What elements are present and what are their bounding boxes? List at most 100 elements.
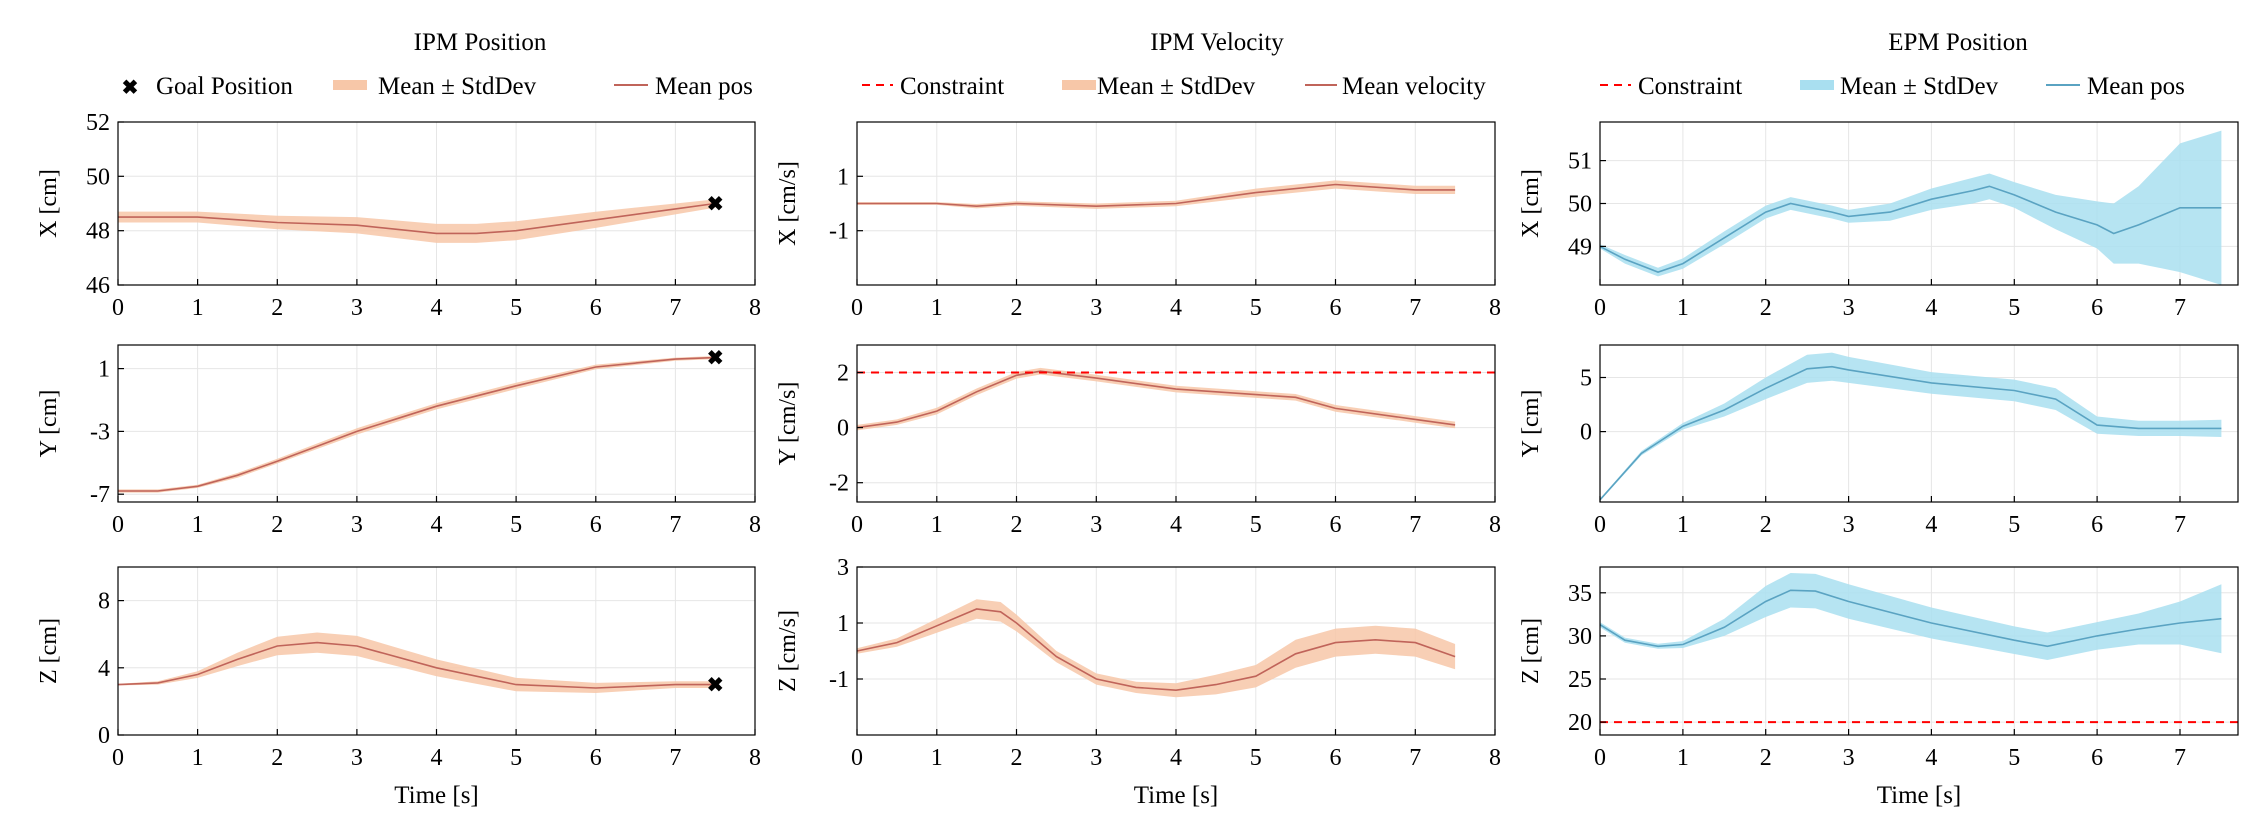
x-tick-label: 8 xyxy=(1489,295,1501,321)
x-tick-label: 2 xyxy=(1760,745,1772,771)
x-tick-label: 5 xyxy=(1250,745,1262,771)
y-tick-label: 5 xyxy=(1580,366,1592,392)
x-tick-label: 3 xyxy=(351,512,363,538)
x-tick-label: 1 xyxy=(1677,512,1689,538)
x-tick-label: 6 xyxy=(590,512,602,538)
y-tick-label: 1 xyxy=(98,357,110,383)
std-band xyxy=(857,599,1456,698)
y-tick-label: 3 xyxy=(837,555,849,581)
x-tick-label: 0 xyxy=(851,745,863,771)
y-tick-label: -2 xyxy=(829,471,849,497)
subplot-ipm-velocity-z: 0 1 2 3 4 5 6 7 8 -1 1 3 Z [cm/s] Time [s] xyxy=(775,555,1501,809)
goal-marker: ✖ xyxy=(707,675,724,697)
x-tick-label: 6 xyxy=(1330,745,1342,771)
x-tick-label: 2 xyxy=(1760,295,1772,321)
x-tick-label: 6 xyxy=(590,295,602,321)
x-tick-label: 2 xyxy=(271,745,283,771)
x-tick-label: 2 xyxy=(1011,295,1023,321)
x-tick-label: 8 xyxy=(749,295,761,321)
x-tick-label: 1 xyxy=(192,295,204,321)
y-tick-label: 49 xyxy=(1568,234,1592,260)
title-epm-position: EPM Position xyxy=(1888,29,2028,56)
y-axis-label: Y [cm] xyxy=(1518,390,1544,458)
std-band xyxy=(1600,130,2222,285)
x-tick-label: 3 xyxy=(1843,745,1855,771)
y-axis-label: Z [cm] xyxy=(1518,618,1544,684)
y-tick-label: 30 xyxy=(1568,624,1592,650)
x-tick-label: 5 xyxy=(2008,295,2020,321)
mean-line xyxy=(118,202,716,235)
x-tick-label: 3 xyxy=(1090,295,1102,321)
x-tick-label: 1 xyxy=(192,745,204,771)
x-tick-label: 1 xyxy=(1677,745,1689,771)
subplot-ipm-position-z: ✖ 0 1 2 3 4 5 6 7 8 0 4 8 Z [cm] Time [s] xyxy=(36,566,761,809)
x-tick-label: 4 xyxy=(431,512,443,538)
mean-line xyxy=(1599,185,2222,273)
title-ipm-velocity: IPM Velocity xyxy=(1150,29,1284,56)
subplot-epm-position-x: 012345678495051X [cm] xyxy=(1518,121,2239,321)
subplot-epm-position-y: 0 1 2 3 4 5 6 7 0 5 Y [cm] xyxy=(1518,344,2239,538)
mean-line xyxy=(856,608,1456,692)
y-tick-label: 0 xyxy=(1580,420,1592,446)
x-tick-label: 0 xyxy=(851,512,863,538)
x-tick-label: 5 xyxy=(2008,512,2020,538)
x-tick-label: 4 xyxy=(431,745,443,771)
y-tick-label: 25 xyxy=(1568,667,1592,693)
x-tick-label: 1 xyxy=(931,745,943,771)
y-tick-label: 50 xyxy=(86,164,110,190)
y-tick-label: 1 xyxy=(837,164,849,190)
y-tick-label: 2 xyxy=(837,361,849,387)
x-tick-label: 8 xyxy=(749,512,761,538)
x-tick-label: 7 xyxy=(2174,512,2186,538)
x-tick-label: 4 xyxy=(1925,512,1937,538)
y-tick-label: 1 xyxy=(837,611,849,637)
x-tick-label: 2 xyxy=(271,512,283,538)
mean-line xyxy=(117,641,716,689)
y-tick-label: -1 xyxy=(829,219,849,245)
y-tick-label: 46 xyxy=(86,273,110,299)
x-tick-label: 7 xyxy=(1409,745,1421,771)
band-swatch-icon xyxy=(1062,80,1096,90)
legend-label: Goal Position xyxy=(156,73,293,100)
x-tick-label: 0 xyxy=(851,295,863,321)
x-tick-label: 2 xyxy=(1760,512,1772,538)
x-tick-label: 1 xyxy=(931,295,943,321)
x-tick-label: 0 xyxy=(112,512,124,538)
x-tick-label: 1 xyxy=(192,512,204,538)
x-tick-label: 5 xyxy=(510,745,522,771)
x-tick-label: 0 xyxy=(112,745,124,771)
x-tick-label: 8 xyxy=(1489,512,1501,538)
x-tick-label: 5 xyxy=(510,295,522,321)
legend-label: Constraint xyxy=(900,73,1004,100)
x-tick-label: 6 xyxy=(590,745,602,771)
x-tick-label: 4 xyxy=(1170,745,1182,771)
std-band xyxy=(1600,352,2222,501)
x-tick-label: 6 xyxy=(1330,512,1342,538)
y-tick-label: 20 xyxy=(1568,710,1592,736)
y-axis-label: Y [cm/s] xyxy=(775,382,801,466)
y-axis-label: Y [cm] xyxy=(36,390,62,458)
x-tick-label: 8 xyxy=(1489,745,1501,771)
column-titles: IPM Position IPM Velocity EPM Position xyxy=(414,29,2029,56)
x-tick-label: 0 xyxy=(1594,745,1606,771)
x-tick-label: 7 xyxy=(1409,295,1421,321)
std-band xyxy=(1600,573,2222,660)
subplot-ipm-position-y: ✖ 0 1 2 3 4 5 6 7 8 -7 -3 1 Y [cm] xyxy=(36,344,761,538)
title-ipm-position: IPM Position xyxy=(414,29,547,56)
legend-label: Mean ± StdDev xyxy=(1097,73,1256,100)
y-tick-label: 48 xyxy=(86,219,110,245)
x-tick-label: 2 xyxy=(271,295,283,321)
y-tick-label: 35 xyxy=(1568,581,1592,607)
x-tick-label: 0 xyxy=(1594,512,1606,538)
goal-marker-icon: ✖ xyxy=(122,77,139,99)
x-tick-label: 7 xyxy=(669,512,681,538)
x-tick-label: 4 xyxy=(1170,295,1182,321)
y-axis-label: Z [cm/s] xyxy=(775,610,801,692)
x-tick-label: 7 xyxy=(2174,745,2186,771)
y-axis-label: X [cm] xyxy=(36,169,62,238)
x-tick-label: 6 xyxy=(2091,745,2103,771)
x-tick-label: 0 xyxy=(1594,295,1606,321)
legend-label: Mean ± StdDev xyxy=(1840,73,1999,100)
y-axis-label: X [cm/s] xyxy=(775,161,801,246)
